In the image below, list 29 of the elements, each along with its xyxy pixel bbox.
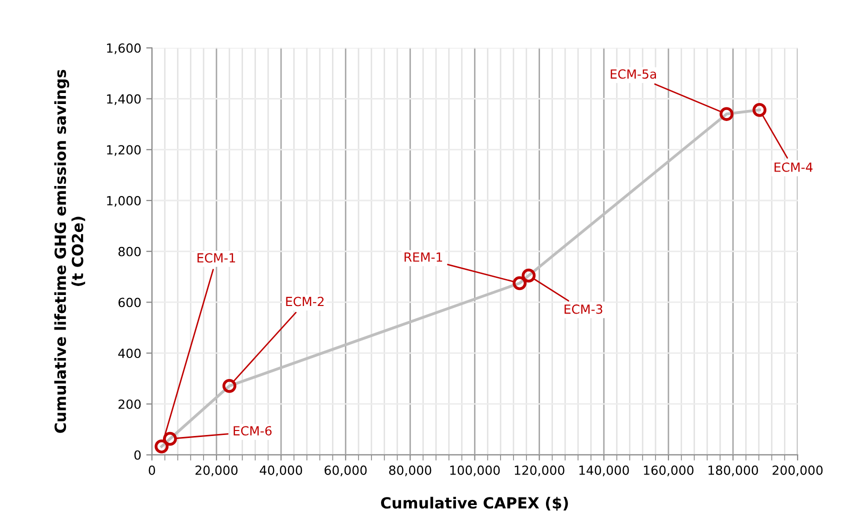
y-tick-label: 0	[134, 450, 141, 460]
x-tick-label: 200,000	[772, 465, 823, 476]
x-tick-label: 120,000	[514, 465, 564, 476]
x-axis-title: Cumulative CAPEX ($)	[381, 496, 568, 511]
y-tick-label: 600	[118, 298, 141, 308]
annotation: ECM-3	[564, 304, 602, 314]
y-tick-label: 400	[118, 348, 141, 358]
annotation: REM-1	[404, 252, 442, 262]
annotation: ECM-6	[234, 426, 272, 436]
y-tick-label: 1,600	[107, 43, 141, 54]
x-tick-label: 160,000	[644, 465, 694, 476]
x-tick-label: 80,000	[389, 465, 432, 476]
x-tick-label: 20,000	[196, 465, 238, 476]
annotation: ECM-4	[774, 162, 813, 172]
annotation: ECM-2	[286, 296, 324, 306]
x-tick-label: 180,000	[708, 465, 758, 476]
y-tick-label: 200	[118, 399, 141, 409]
x-tick-label: 100,000	[450, 465, 500, 476]
annotation: ECM-5a	[610, 69, 656, 79]
x-tick-label: 0	[148, 465, 156, 475]
y-tick-label: 1,200	[107, 145, 141, 156]
x-tick-label: 60,000	[324, 465, 367, 476]
y-tick-label: 1,400	[107, 94, 141, 105]
y-tick-label: 800	[118, 246, 141, 256]
y-axis-title: Cumulative lifetime GHG emission savings (t CO2e)	[54, 70, 86, 433]
y-tick-label: 1,000	[107, 196, 141, 207]
x-tick-label: 140,000	[579, 465, 629, 476]
annotation: ECM-1	[198, 253, 236, 263]
x-tick-label: 40,000	[260, 465, 302, 476]
